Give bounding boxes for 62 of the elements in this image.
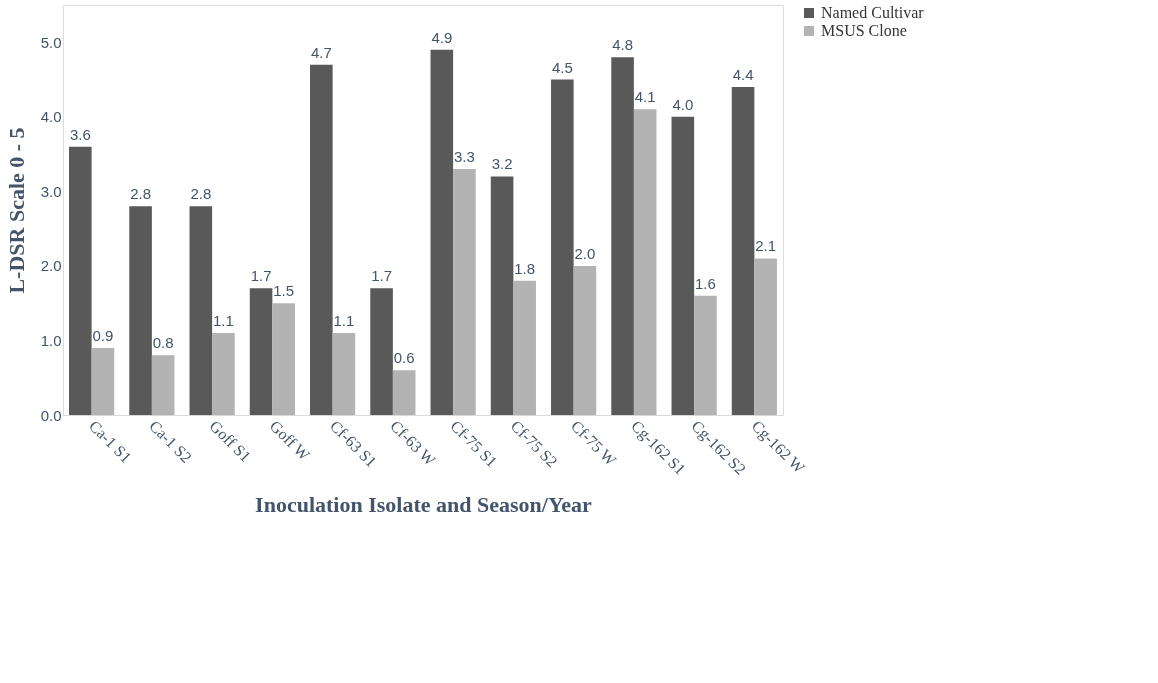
bar — [513, 280, 536, 415]
data-label: 4.0 — [672, 95, 694, 113]
y-tick-label: 5.0 — [40, 33, 62, 51]
bar — [551, 79, 574, 415]
x-axis-title: Inoculation Isolate and Season/Year — [255, 491, 593, 517]
data-label: 1.7 — [371, 267, 393, 285]
bar — [671, 116, 695, 415]
data-label: 1.1 — [212, 312, 234, 329]
bar — [633, 109, 657, 415]
bar — [392, 370, 416, 415]
data-label: 1.7 — [250, 267, 272, 285]
x-tick-label: Ca-1 S2 — [146, 417, 195, 466]
bar — [249, 288, 273, 415]
data-label: 4.8 — [612, 36, 634, 54]
bar — [573, 265, 597, 415]
bar — [731, 87, 755, 415]
data-label: 2.0 — [574, 244, 596, 262]
y-tick-label: 2.0 — [40, 257, 62, 275]
bar — [212, 333, 235, 415]
data-label: 4.9 — [431, 28, 453, 46]
bar — [453, 169, 476, 415]
legend-label: Named Cultivar — [821, 4, 925, 21]
data-label: 4.1 — [634, 88, 656, 106]
data-label: 1.5 — [273, 282, 295, 300]
bar — [69, 146, 92, 415]
data-label: 4.7 — [310, 43, 332, 61]
y-axis-title: L-DSR Scale 0 - 5 — [3, 127, 29, 294]
data-label: 0.6 — [393, 349, 415, 367]
data-label: 1.1 — [333, 312, 355, 329]
data-label: 3.2 — [491, 155, 513, 173]
data-label: 3.6 — [69, 125, 91, 143]
bar — [332, 333, 356, 415]
data-label: 4.5 — [551, 58, 573, 76]
bar — [91, 347, 115, 415]
data-label: 3.3 — [453, 148, 475, 165]
bar — [611, 57, 634, 415]
bar — [272, 303, 295, 415]
data-label: 1.8 — [514, 259, 536, 277]
data-label: 0.9 — [92, 326, 114, 344]
x-tick-label: Ca-1 S1 — [85, 417, 135, 466]
y-tick-label: 0.0 — [40, 406, 62, 424]
bar — [694, 295, 717, 415]
bar — [754, 258, 777, 415]
bar — [490, 176, 514, 415]
y-tick-label: 1.0 — [40, 331, 62, 349]
data-label: 2.1 — [755, 237, 777, 255]
bar — [370, 288, 393, 415]
y-tick-label: 3.0 — [40, 182, 62, 200]
data-label: 4.4 — [732, 66, 754, 83]
data-label: 2.8 — [130, 185, 151, 203]
data-label: 1.6 — [695, 274, 716, 292]
bar — [430, 49, 454, 415]
y-tick-label: 4.0 — [40, 108, 62, 126]
bar — [129, 206, 152, 415]
data-label: 2.8 — [190, 185, 212, 203]
data-label: 0.8 — [152, 334, 174, 352]
bar — [310, 64, 333, 415]
bar — [151, 355, 175, 415]
bar — [189, 206, 213, 415]
x-tick-label: Goff W — [266, 417, 314, 465]
legend-label: MSUS Clone — [821, 22, 907, 39]
x-tick-label: Goff S1 — [206, 417, 255, 466]
